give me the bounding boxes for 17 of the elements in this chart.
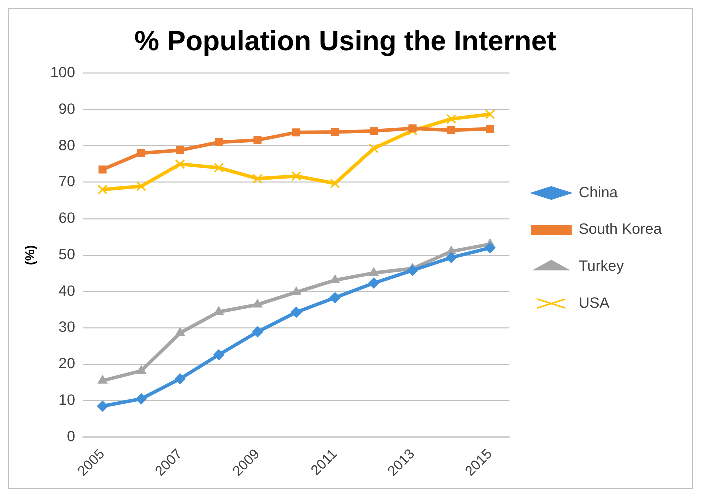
y-tick-label: 30 xyxy=(58,319,76,336)
y-tick-label: 70 xyxy=(58,174,76,191)
y-tick-label: 90 xyxy=(58,100,76,118)
legend-label: China xyxy=(578,184,619,202)
y-tick-label: 80 xyxy=(58,137,76,154)
legend-label: Turkey xyxy=(578,258,625,276)
y-tick-label: 50 xyxy=(58,246,76,264)
legend-label: USA xyxy=(578,294,610,312)
legend-label: South Korea xyxy=(578,221,663,238)
y-tick-label: 20 xyxy=(58,356,76,373)
chart-title: % Population Using the Internet xyxy=(134,25,556,56)
y-tick-label: 0 xyxy=(67,428,76,446)
y-tick-label: 60 xyxy=(58,210,76,228)
y-axis-title: (%) xyxy=(22,245,38,266)
y-tick-label: 10 xyxy=(58,392,76,410)
y-tick-label: 100 xyxy=(50,64,76,82)
y-tick-label: 40 xyxy=(58,282,76,300)
